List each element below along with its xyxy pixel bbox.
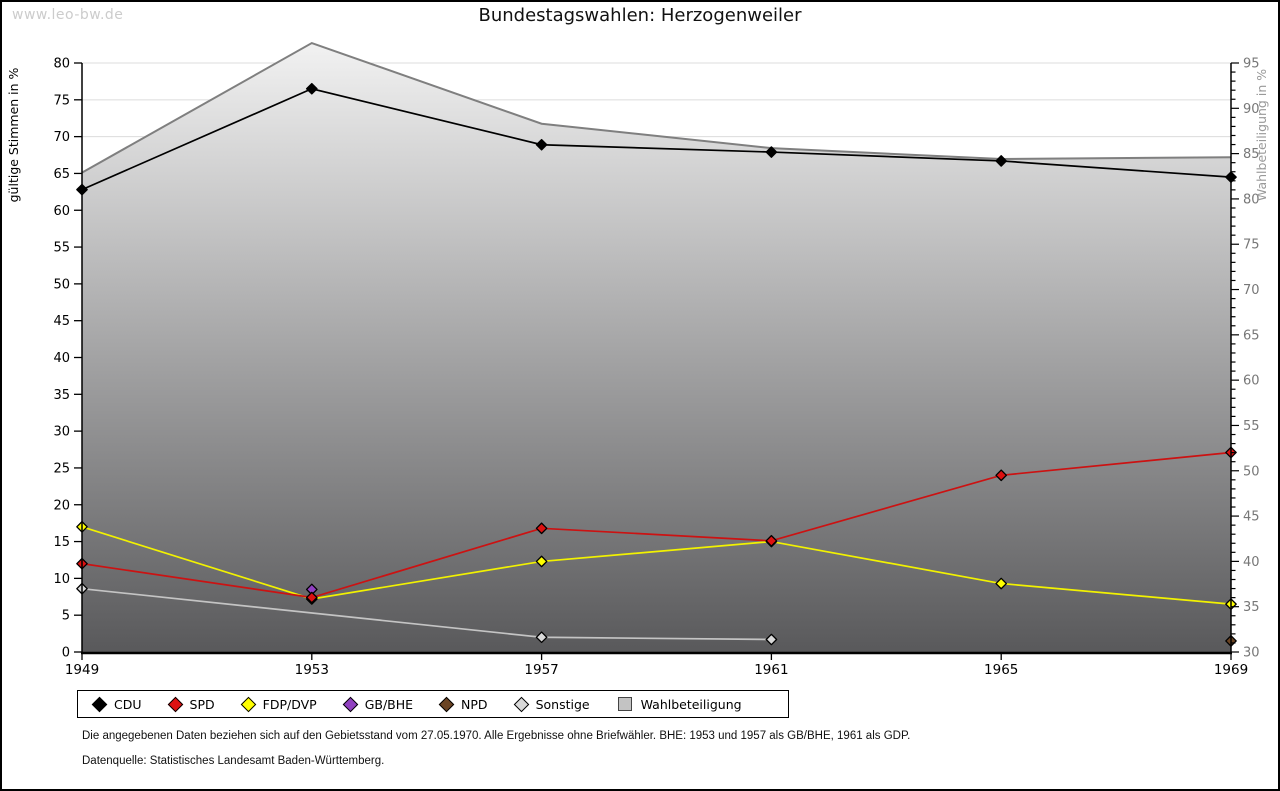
right-axis-tick-label: 70 — [1243, 283, 1260, 298]
legend-label-gb-bhe: GB/BHE — [364, 696, 414, 712]
left-axis-tick-label: 40 — [53, 351, 70, 366]
legend-label-cdu: CDU — [114, 696, 142, 712]
left-axis-tick-label: 10 — [53, 572, 70, 587]
legend-diamond-gb-bhe-icon — [342, 696, 358, 712]
right-axis-tick-label: 90 — [1243, 102, 1260, 117]
legend-item-cdu: CDU — [91, 696, 142, 712]
series-lines — [76, 82, 1237, 647]
right-axis-tick-label: 55 — [1243, 419, 1260, 434]
legend-label-fdp-dvp: FDP/DVP — [262, 696, 317, 712]
left-axis-tick-label: 45 — [53, 314, 70, 329]
left-axis-tick-label: 75 — [53, 93, 70, 108]
x-axis-year-label: 1969 — [1214, 662, 1248, 678]
data-point-cdu — [995, 155, 1008, 167]
turnout-area-fill — [82, 43, 1231, 652]
left-axis-tick-label: 15 — [53, 535, 70, 550]
footer-note: Die angegebenen Daten beziehen sich auf … — [82, 730, 911, 742]
legend-diamond-npd-icon — [438, 696, 455, 712]
series-line-fdp-dvp — [81, 526, 1232, 605]
watermark: www.leo-bw.de — [12, 7, 124, 23]
legend-label-npd: NPD — [461, 696, 488, 712]
data-point-sonstige — [535, 631, 548, 644]
legend-item-sonstige: Sonstige — [513, 696, 590, 712]
turnout-line — [81, 41, 1232, 174]
data-point-spd — [995, 469, 1008, 482]
x-axis-year-label: 1953 — [295, 662, 329, 678]
left-axis-tick-label: 70 — [53, 130, 70, 145]
right-axis-tick-label: 30 — [1243, 646, 1260, 661]
right-axis-tick-label: 45 — [1243, 510, 1260, 525]
left-axis-tick-label: 30 — [53, 425, 70, 440]
x-axis-year-label: 1949 — [65, 662, 99, 678]
data-point-spd — [305, 591, 318, 604]
legend-label-sonstige: Sonstige — [535, 696, 590, 712]
data-point-cdu — [765, 146, 778, 158]
right-axis-title: Wahlbeteiligung in % — [1254, 69, 1269, 201]
chart-title: Bundestagswahlen: Herzogenweiler — [478, 5, 802, 26]
left-axis-tick-label: 20 — [53, 498, 70, 513]
right-axis-tick-label: 50 — [1243, 464, 1260, 479]
data-point-sonstige — [765, 633, 778, 646]
right-axis-tick-label: 40 — [1243, 555, 1260, 570]
series-line-cdu — [81, 87, 1232, 191]
legend-diamond-sonstige-icon — [513, 696, 529, 712]
legend-item-fdp-dvp: FDP/DVP — [240, 696, 317, 712]
left-axis-tick-label: 80 — [53, 57, 70, 72]
right-axis-tick-label: 60 — [1243, 374, 1260, 389]
legend-item-gb-bhe: GB/BHE — [342, 696, 414, 712]
left-axis-tick-label: 55 — [53, 241, 70, 256]
right-axis-tick-label: 85 — [1243, 147, 1260, 162]
left-axis-tick-label: 65 — [53, 167, 70, 182]
chart-legend: CDU SPD FDP/DVP GB/BHE NPD Sonstige Wahlbeteil… — [77, 690, 789, 718]
legend-diamond-fdp-dvp-icon — [240, 696, 256, 712]
footer-source: Datenquelle: Statistisches Landesamt Bad… — [82, 755, 385, 767]
election-chart-canvas: 0 5 10 15 20 25 30 35 40 45 50 55 60 65 70 75 80 30 35 40 45… — [6, 41, 1269, 679]
right-axis-tick-label: 75 — [1243, 238, 1260, 253]
right-axis-tick-label: 35 — [1243, 600, 1260, 615]
left-axis-tick-label: 5 — [62, 609, 70, 624]
legend-diamond-cdu-icon — [91, 696, 108, 712]
left-axis-tick-label: 60 — [53, 204, 70, 219]
left-axis-tick-label: 50 — [53, 277, 70, 292]
right-axis-tick-label: 95 — [1243, 57, 1260, 72]
x-axis-year-label: 1957 — [524, 662, 558, 678]
data-point-spd — [535, 522, 548, 535]
data-point-cdu — [305, 82, 318, 95]
x-axis-year-label: 1961 — [754, 662, 788, 678]
legend-item-spd: SPD — [167, 696, 215, 712]
axes: 0 5 10 15 20 25 30 35 40 45 50 55 60 65 70 75 80 30 35 40 45… — [6, 57, 1269, 679]
legend-diamond-spd-icon — [167, 696, 183, 712]
data-point-fdp-dvp — [535, 555, 548, 568]
legend-label-wahlbeteiligung: Wahlbeteiligung — [640, 696, 742, 712]
legend-label-spd: SPD — [189, 696, 215, 712]
series-line-spd — [81, 451, 1232, 599]
turnout-area — [81, 41, 1232, 652]
right-axis-tick-label: 65 — [1243, 328, 1260, 343]
left-axis-title: gültige Stimmen in % — [6, 67, 21, 202]
x-axis-year-label: 1965 — [984, 662, 1018, 678]
left-axis-tick-label: 0 — [62, 646, 70, 661]
left-axis-tick-label: 35 — [53, 388, 70, 403]
left-axis-tick-label: 25 — [53, 461, 70, 476]
data-point-cdu — [535, 138, 548, 151]
right-axis-tick-label: 80 — [1243, 192, 1260, 207]
legend-item-wahlbeteiligung: Wahlbeteiligung — [617, 696, 742, 712]
data-point-fdp-dvp — [995, 577, 1008, 590]
legend-item-npd: NPD — [438, 696, 488, 712]
data-point-spd — [765, 534, 778, 547]
legend-square-wahlbeteiligung-icon — [617, 697, 632, 711]
